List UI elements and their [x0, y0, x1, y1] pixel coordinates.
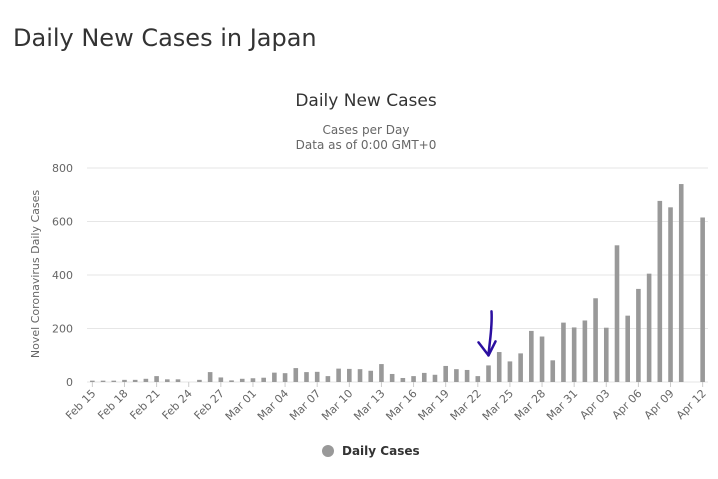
bar[interactable] [100, 380, 106, 382]
bar[interactable] [379, 364, 384, 382]
page-title: Daily New Cases in Japan [13, 24, 317, 52]
x-tick-label: Mar 04 [255, 387, 291, 423]
y-tick-label: 0 [66, 376, 73, 389]
bar[interactable] [411, 376, 416, 382]
x-tick-label: Mar 31 [544, 387, 580, 423]
bar[interactable] [132, 379, 138, 382]
x-tick-label: Apr 06 [610, 387, 645, 422]
x-tick-label: Feb 24 [159, 387, 194, 422]
bar[interactable] [432, 374, 438, 382]
bar[interactable] [250, 378, 256, 382]
x-tick-label: Mar 22 [448, 387, 484, 423]
bar[interactable] [400, 377, 406, 382]
bar[interactable] [154, 376, 159, 382]
bar[interactable] [571, 327, 577, 382]
x-tick-label: Mar 19 [416, 387, 452, 423]
y-axis-ticks: 0 200 400 600 800 [52, 162, 73, 389]
bar[interactable] [529, 330, 534, 382]
bar[interactable] [668, 207, 673, 382]
x-tick-label: Mar 07 [287, 387, 323, 423]
chart-title: Daily New Cases [295, 91, 437, 111]
bar[interactable] [304, 372, 309, 382]
bar[interactable] [454, 369, 459, 382]
x-tick-label: Mar 25 [480, 387, 516, 423]
bar[interactable] [518, 353, 523, 382]
bar[interactable] [443, 365, 448, 382]
x-tick-label: Feb 15 [63, 387, 98, 422]
bar[interactable] [464, 369, 470, 382]
x-tick-label: Mar 16 [383, 387, 419, 423]
chart-subtitle-line-1: Cases per Day [323, 123, 410, 137]
bar[interactable] [197, 379, 202, 382]
x-tick-label: Apr 09 [642, 387, 677, 422]
bar[interactable] [582, 320, 588, 382]
x-tick-label: Apr 12 [674, 387, 709, 422]
x-tick-label: Mar 10 [319, 387, 355, 423]
x-tick-label: Mar 01 [223, 387, 259, 423]
x-tick-label: Feb 27 [192, 387, 227, 422]
bars [90, 184, 705, 382]
bar[interactable] [700, 217, 705, 382]
bar[interactable] [272, 372, 277, 382]
y-tick-label: 200 [52, 323, 73, 336]
bar[interactable] [636, 288, 641, 382]
y-tick-label: 600 [52, 216, 73, 229]
bar[interactable] [496, 352, 502, 382]
bar[interactable] [165, 379, 170, 382]
legend-label: Daily Cases [342, 444, 420, 458]
bar[interactable] [389, 373, 395, 382]
bar[interactable] [239, 378, 245, 382]
y-axis-label: Novel Coronavirus Daily Cases [29, 190, 42, 358]
bar[interactable] [111, 380, 117, 382]
bar[interactable] [293, 368, 299, 382]
bar[interactable] [368, 370, 374, 382]
bar[interactable] [218, 377, 224, 382]
bar[interactable] [143, 378, 149, 382]
y-tick-label: 400 [52, 269, 73, 282]
bar[interactable] [122, 379, 127, 382]
x-tick-label: Feb 18 [95, 387, 130, 422]
x-tick-label: Feb 21 [127, 387, 162, 422]
bar[interactable] [625, 315, 630, 382]
bar[interactable] [314, 371, 320, 382]
bar[interactable] [207, 372, 213, 382]
annotation-arrow-shaft [487, 310, 493, 357]
x-tick-label: Mar 28 [512, 387, 548, 423]
bar[interactable] [550, 360, 556, 382]
bar[interactable] [475, 376, 481, 382]
x-tick-label: Apr 03 [577, 387, 612, 422]
annotations [477, 310, 497, 357]
bar[interactable] [603, 327, 609, 382]
chart-subtitle-line-2: Data as of 0:00 GMT+0 [296, 138, 437, 152]
bar[interactable] [357, 369, 363, 382]
bar[interactable] [614, 245, 620, 382]
bar[interactable] [539, 336, 545, 382]
bar[interactable] [175, 379, 181, 382]
bar[interactable] [561, 322, 566, 382]
bar[interactable] [421, 372, 427, 382]
bar[interactable] [486, 365, 491, 382]
bar[interactable] [646, 273, 652, 382]
annotation-arrow-head [477, 340, 497, 357]
bar[interactable] [282, 373, 288, 382]
bar[interactable] [229, 380, 234, 382]
legend-marker [322, 445, 334, 457]
bar[interactable] [593, 298, 598, 382]
legend[interactable]: Daily Cases [322, 444, 420, 458]
bar[interactable] [678, 184, 684, 382]
bar[interactable] [325, 376, 331, 382]
x-tick-label: Mar 13 [351, 387, 387, 423]
bar[interactable] [261, 377, 266, 382]
bar[interactable] [90, 380, 95, 382]
y-tick-label: 800 [52, 162, 73, 175]
bar[interactable] [507, 361, 513, 382]
bar[interactable] [347, 368, 352, 382]
bar[interactable] [336, 368, 341, 382]
bar[interactable] [657, 200, 663, 382]
